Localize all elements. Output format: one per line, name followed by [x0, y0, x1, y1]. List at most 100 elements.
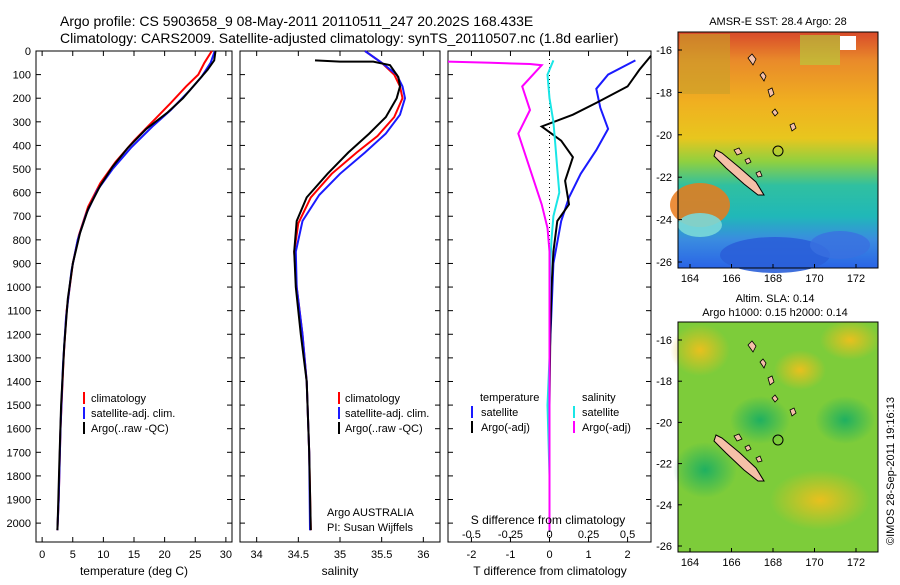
legend-label: satellite — [582, 407, 619, 419]
map-y-tick-label: -22 — [656, 459, 672, 471]
x-tick-label: -1 — [506, 549, 516, 561]
x-tick-label: 35 — [334, 549, 346, 561]
depth-tick-label: 100 — [13, 70, 31, 82]
series-line-satellite-adj-clim — [294, 50, 407, 531]
loyalty-island — [744, 157, 752, 165]
sst-map-frame — [677, 31, 879, 269]
depth-axis-ticks: 0 100 200 300 400 500 600 700 800 900 1000 1100 1200… — [7, 46, 31, 530]
x-tick-label: 5 — [70, 549, 76, 561]
depth-tick-label: 200 — [13, 93, 31, 105]
top-tick-label: 0.5 — [620, 529, 635, 541]
vanuatu-island — [747, 53, 757, 66]
temperature-plot: 0 5 10 15 20 25 30 — [36, 50, 232, 561]
legend-label: Argo(..raw -QC) — [91, 423, 169, 435]
depth-tick-label: 1400 — [7, 376, 31, 388]
vanuatu-island — [759, 71, 767, 82]
sla-patch — [820, 320, 880, 360]
x-tick-label: 35.5 — [371, 549, 392, 561]
series-line-argo-raw-qc — [56, 50, 217, 531]
vanuatu-island — [771, 394, 779, 403]
argo-float-marker — [772, 434, 784, 446]
sla-patch — [670, 324, 730, 376]
sst-patch — [720, 237, 830, 273]
credit-text: ©IMOS 28-Sep-2011 19:16:13 — [885, 397, 897, 545]
depth-tick-label: 1700 — [7, 447, 31, 459]
x-tick-label: 10 — [97, 549, 109, 561]
argo-float-marker — [772, 145, 784, 157]
x-tick-label: 30 — [220, 549, 232, 561]
map-y-tick-label: -16 — [656, 45, 672, 57]
sst-patch — [840, 36, 856, 50]
depth-tick-label: 900 — [13, 258, 31, 270]
sla-patch — [770, 470, 870, 530]
sst-map-title: AMSR-E SST: 28.4 Argo: 28 — [709, 16, 847, 28]
salinity-xlabel: salinity — [322, 564, 359, 578]
sst-patch — [800, 35, 840, 65]
x-tick-label: 2 — [625, 549, 631, 561]
legend-label: satellite-adj. clim. — [345, 408, 429, 420]
top-tick-label: -0.25 — [498, 529, 523, 541]
depth-tick-label: 2000 — [7, 518, 31, 530]
map-x-tick-label: 166 — [722, 273, 740, 285]
legend-label: satellite-adj. clim. — [91, 408, 175, 420]
temperature-legend: climatology satellite-adj. clim. Argo(..… — [83, 392, 175, 435]
series-line-argo-raw-qc — [293, 59, 402, 531]
salinity-note-pi: PI: Susan Wijffels — [327, 522, 413, 534]
x-tick-label: 0 — [546, 549, 552, 561]
map-y-tick-label: -18 — [656, 87, 672, 99]
x-tick-label: 34 — [251, 549, 263, 561]
sla-map-frame — [677, 321, 879, 553]
depth-tick-label: 800 — [13, 235, 31, 247]
depth-tick-label: 1000 — [7, 282, 31, 294]
map-x-tick-label: 172 — [847, 557, 865, 569]
map-y-tick-label: -16 — [656, 335, 672, 347]
map-x-tick-label: 170 — [805, 557, 823, 569]
x-tick-label: 25 — [189, 549, 201, 561]
vanuatu-island — [789, 407, 797, 417]
map-x-tick-label: 164 — [681, 557, 699, 569]
map-x-tick-label: 170 — [805, 273, 823, 285]
vanuatu-island — [759, 358, 767, 369]
series-line-s-argo-adj — [447, 60, 551, 531]
legend-label: satellite — [481, 407, 518, 419]
salinity-legend: climatology satellite-adj. clim. Argo(..… — [327, 392, 429, 534]
sla-patch — [730, 396, 790, 444]
map-y-tick-label: -26 — [656, 257, 672, 269]
depth-tick-label: 600 — [13, 188, 31, 200]
header-line2: Climatology: CARS2009. Satellite-adjuste… — [60, 30, 618, 46]
map-x-tick-label: 168 — [764, 557, 782, 569]
depth-tick-label: 1500 — [7, 400, 31, 412]
map-y-tick-label: -18 — [656, 376, 672, 388]
x-tick-label: 36 — [417, 549, 429, 561]
loyalty-island — [733, 433, 743, 442]
sst-patch — [678, 213, 722, 237]
sla-map-title-2: Argo h1000: 0.15 h2000: 0.14 — [702, 307, 848, 319]
series-line-t-argo-adj — [539, 55, 652, 531]
new-caledonia-island — [713, 434, 765, 482]
difference-plot: -2 -1 0 1 2 -0.5 -0.25 0 0.25 0.5 — [447, 50, 652, 561]
vanuatu-island — [767, 87, 775, 98]
series-line-s-satellite — [546, 60, 561, 531]
salinity-plot-frame — [239, 50, 441, 543]
sst-patch — [810, 231, 870, 259]
depth-tick-label: 1900 — [7, 495, 31, 507]
sst-patch — [670, 183, 730, 227]
sst-patch — [680, 34, 730, 94]
temperature-plot-frame — [35, 50, 233, 543]
legend-label: Argo(..raw -QC) — [345, 423, 423, 435]
depth-tick-label: 700 — [13, 211, 31, 223]
loyalty-island — [733, 147, 743, 156]
x-tick-label: 20 — [159, 549, 171, 561]
legend-label: Argo(-adj) — [481, 422, 530, 434]
vanuatu-island — [771, 108, 779, 117]
legend-label: Argo(-adj) — [582, 422, 631, 434]
loyalty-island — [755, 170, 763, 178]
sla-patch — [815, 396, 875, 444]
top-tick-label: -0.5 — [462, 529, 481, 541]
depth-tick-label: 0 — [25, 46, 31, 58]
depth-tick-label: 500 — [13, 164, 31, 176]
vanuatu-island — [767, 375, 775, 386]
map-x-tick-label: 172 — [847, 273, 865, 285]
new-caledonia-island — [713, 149, 765, 196]
